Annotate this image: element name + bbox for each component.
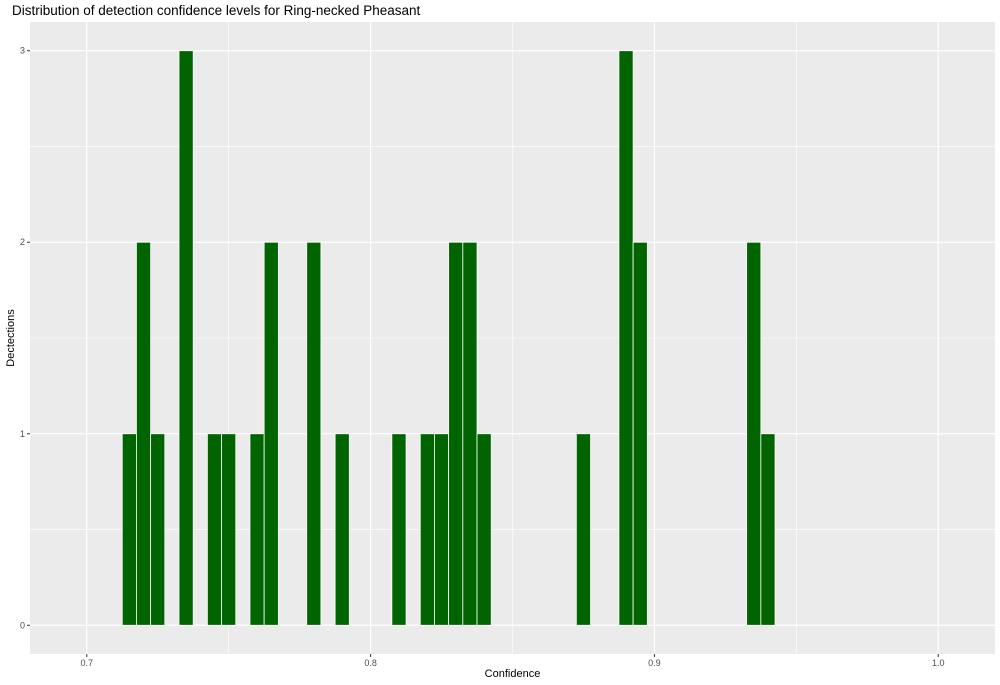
histogram-bar bbox=[746, 241, 762, 626]
histogram-bar bbox=[263, 241, 279, 626]
histogram-bar bbox=[760, 433, 776, 626]
histogram-bar bbox=[306, 241, 322, 626]
histogram-bar bbox=[575, 433, 591, 626]
y-tick-label: 1 bbox=[20, 429, 25, 439]
histogram-bar bbox=[448, 241, 464, 626]
histogram-bar bbox=[632, 241, 648, 626]
x-tick-label: 0.8 bbox=[364, 658, 377, 668]
histogram-bar bbox=[206, 433, 222, 626]
histogram-bar bbox=[249, 433, 265, 626]
histogram-bar bbox=[136, 241, 152, 626]
histogram-bar bbox=[434, 433, 450, 626]
histogram-bar bbox=[618, 50, 634, 626]
histogram-bar bbox=[391, 433, 407, 626]
histogram-bar bbox=[419, 433, 435, 626]
histogram-bar bbox=[476, 433, 492, 626]
histogram-bar bbox=[462, 241, 478, 626]
x-tick-label: 1.0 bbox=[932, 658, 945, 668]
histogram-bars bbox=[121, 50, 776, 626]
histogram-bar bbox=[221, 433, 237, 626]
y-tick-label: 0 bbox=[20, 620, 25, 630]
histogram-bar bbox=[178, 50, 194, 626]
y-axis-label: Dectections bbox=[5, 309, 17, 367]
chart-title: Distribution of detection confidence lev… bbox=[12, 3, 421, 18]
x-tick-label: 0.9 bbox=[648, 658, 661, 668]
x-axis: 0.7 0.8 0.9 1.0 bbox=[81, 654, 945, 668]
x-axis-label: Confidence bbox=[485, 668, 541, 680]
y-tick-label: 2 bbox=[20, 237, 25, 247]
y-tick-label: 3 bbox=[20, 46, 25, 56]
histogram-bar bbox=[334, 433, 350, 626]
x-tick-label: 0.7 bbox=[81, 658, 94, 668]
histogram-bar bbox=[150, 433, 166, 626]
y-axis: 0 1 2 3 bbox=[20, 46, 30, 630]
histogram-bar bbox=[121, 433, 137, 626]
